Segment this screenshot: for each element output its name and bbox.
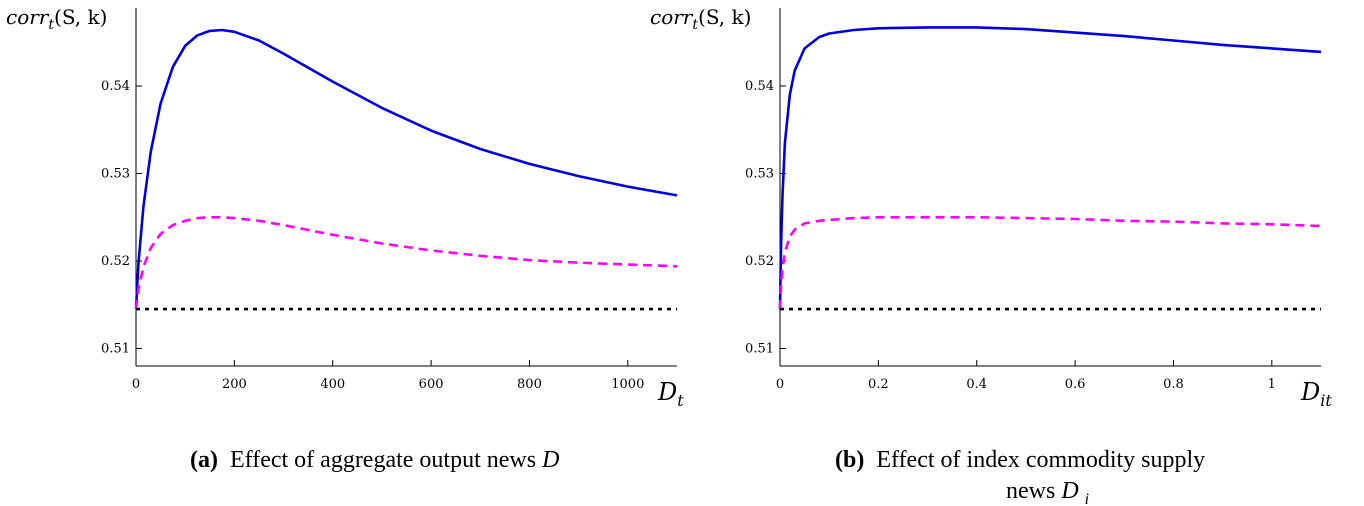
caption-a-text: Effect of aggregate output news [230,447,542,473]
caption-b: (b) Effect of index commodity supply [835,447,1205,473]
series-line-solid-b [778,26,1322,310]
x-tick-label-a: 1000 [611,377,644,392]
x-tick-label-b: 0 [776,377,784,392]
y-tick-label-b: 0.51 [745,342,774,357]
y-tick-label-b: 0.53 [745,167,774,182]
caption-b-line2: news D i [1006,478,1089,506]
x-tick-label-b: 0.6 [1065,377,1086,392]
y-tick-label-b: 0.52 [745,254,774,269]
x-tick-label-b: 0.2 [868,377,889,392]
caption-b-line2-text: news [1006,478,1061,504]
x-tick-label-a: 0 [132,377,140,392]
x-tick-label-b: 1 [1268,377,1276,392]
y-tick-label-b: 0.54 [745,79,774,94]
chart-a: 0.51 0.52 0.53 0.54 0 200 400 600 800 1000 corrt(S… [6,5,684,410]
series-line-solid-a [134,28,678,310]
y-tick-label-a: 0.51 [101,342,130,357]
x-tick-label-a: 600 [419,377,444,392]
series-line-dashed-b [778,216,1322,310]
caption-a-label: (a) [190,447,218,473]
series-line-dashed-a [134,216,678,310]
x-tick-label-a: 800 [517,377,542,392]
y-tick-label-a: 0.52 [101,254,130,269]
chart-b: 0.51 0.52 0.53 0.54 0 0.2 0.4 0.6 0.8 1 corrt(S, k… [650,5,1332,410]
caption-a-var: D [541,447,559,473]
y-axis-label-a: corrt(S, k) [6,5,107,33]
caption-b-var: D [1060,478,1078,504]
x-tick-label-b: 0.8 [1163,377,1184,392]
x-axis-label-b: Dit [1300,378,1332,410]
y-tick-label-a: 0.54 [101,79,130,94]
x-tick-label-a: 400 [320,377,345,392]
caption-a: (a) Effect of aggregate output news D [190,447,559,473]
caption-b-text: Effect of index commodity supply [876,447,1205,473]
x-tick-label-b: 0.4 [966,377,987,392]
x-tick-label-a: 200 [222,377,247,392]
y-axis-label-b: corrt(S, k) [650,5,751,33]
caption-b-var-sub: i [1085,491,1089,506]
x-axis-label-a: Dt [657,378,684,410]
y-tick-label-a: 0.53 [101,167,130,182]
caption-b-label: (b) [835,447,864,473]
